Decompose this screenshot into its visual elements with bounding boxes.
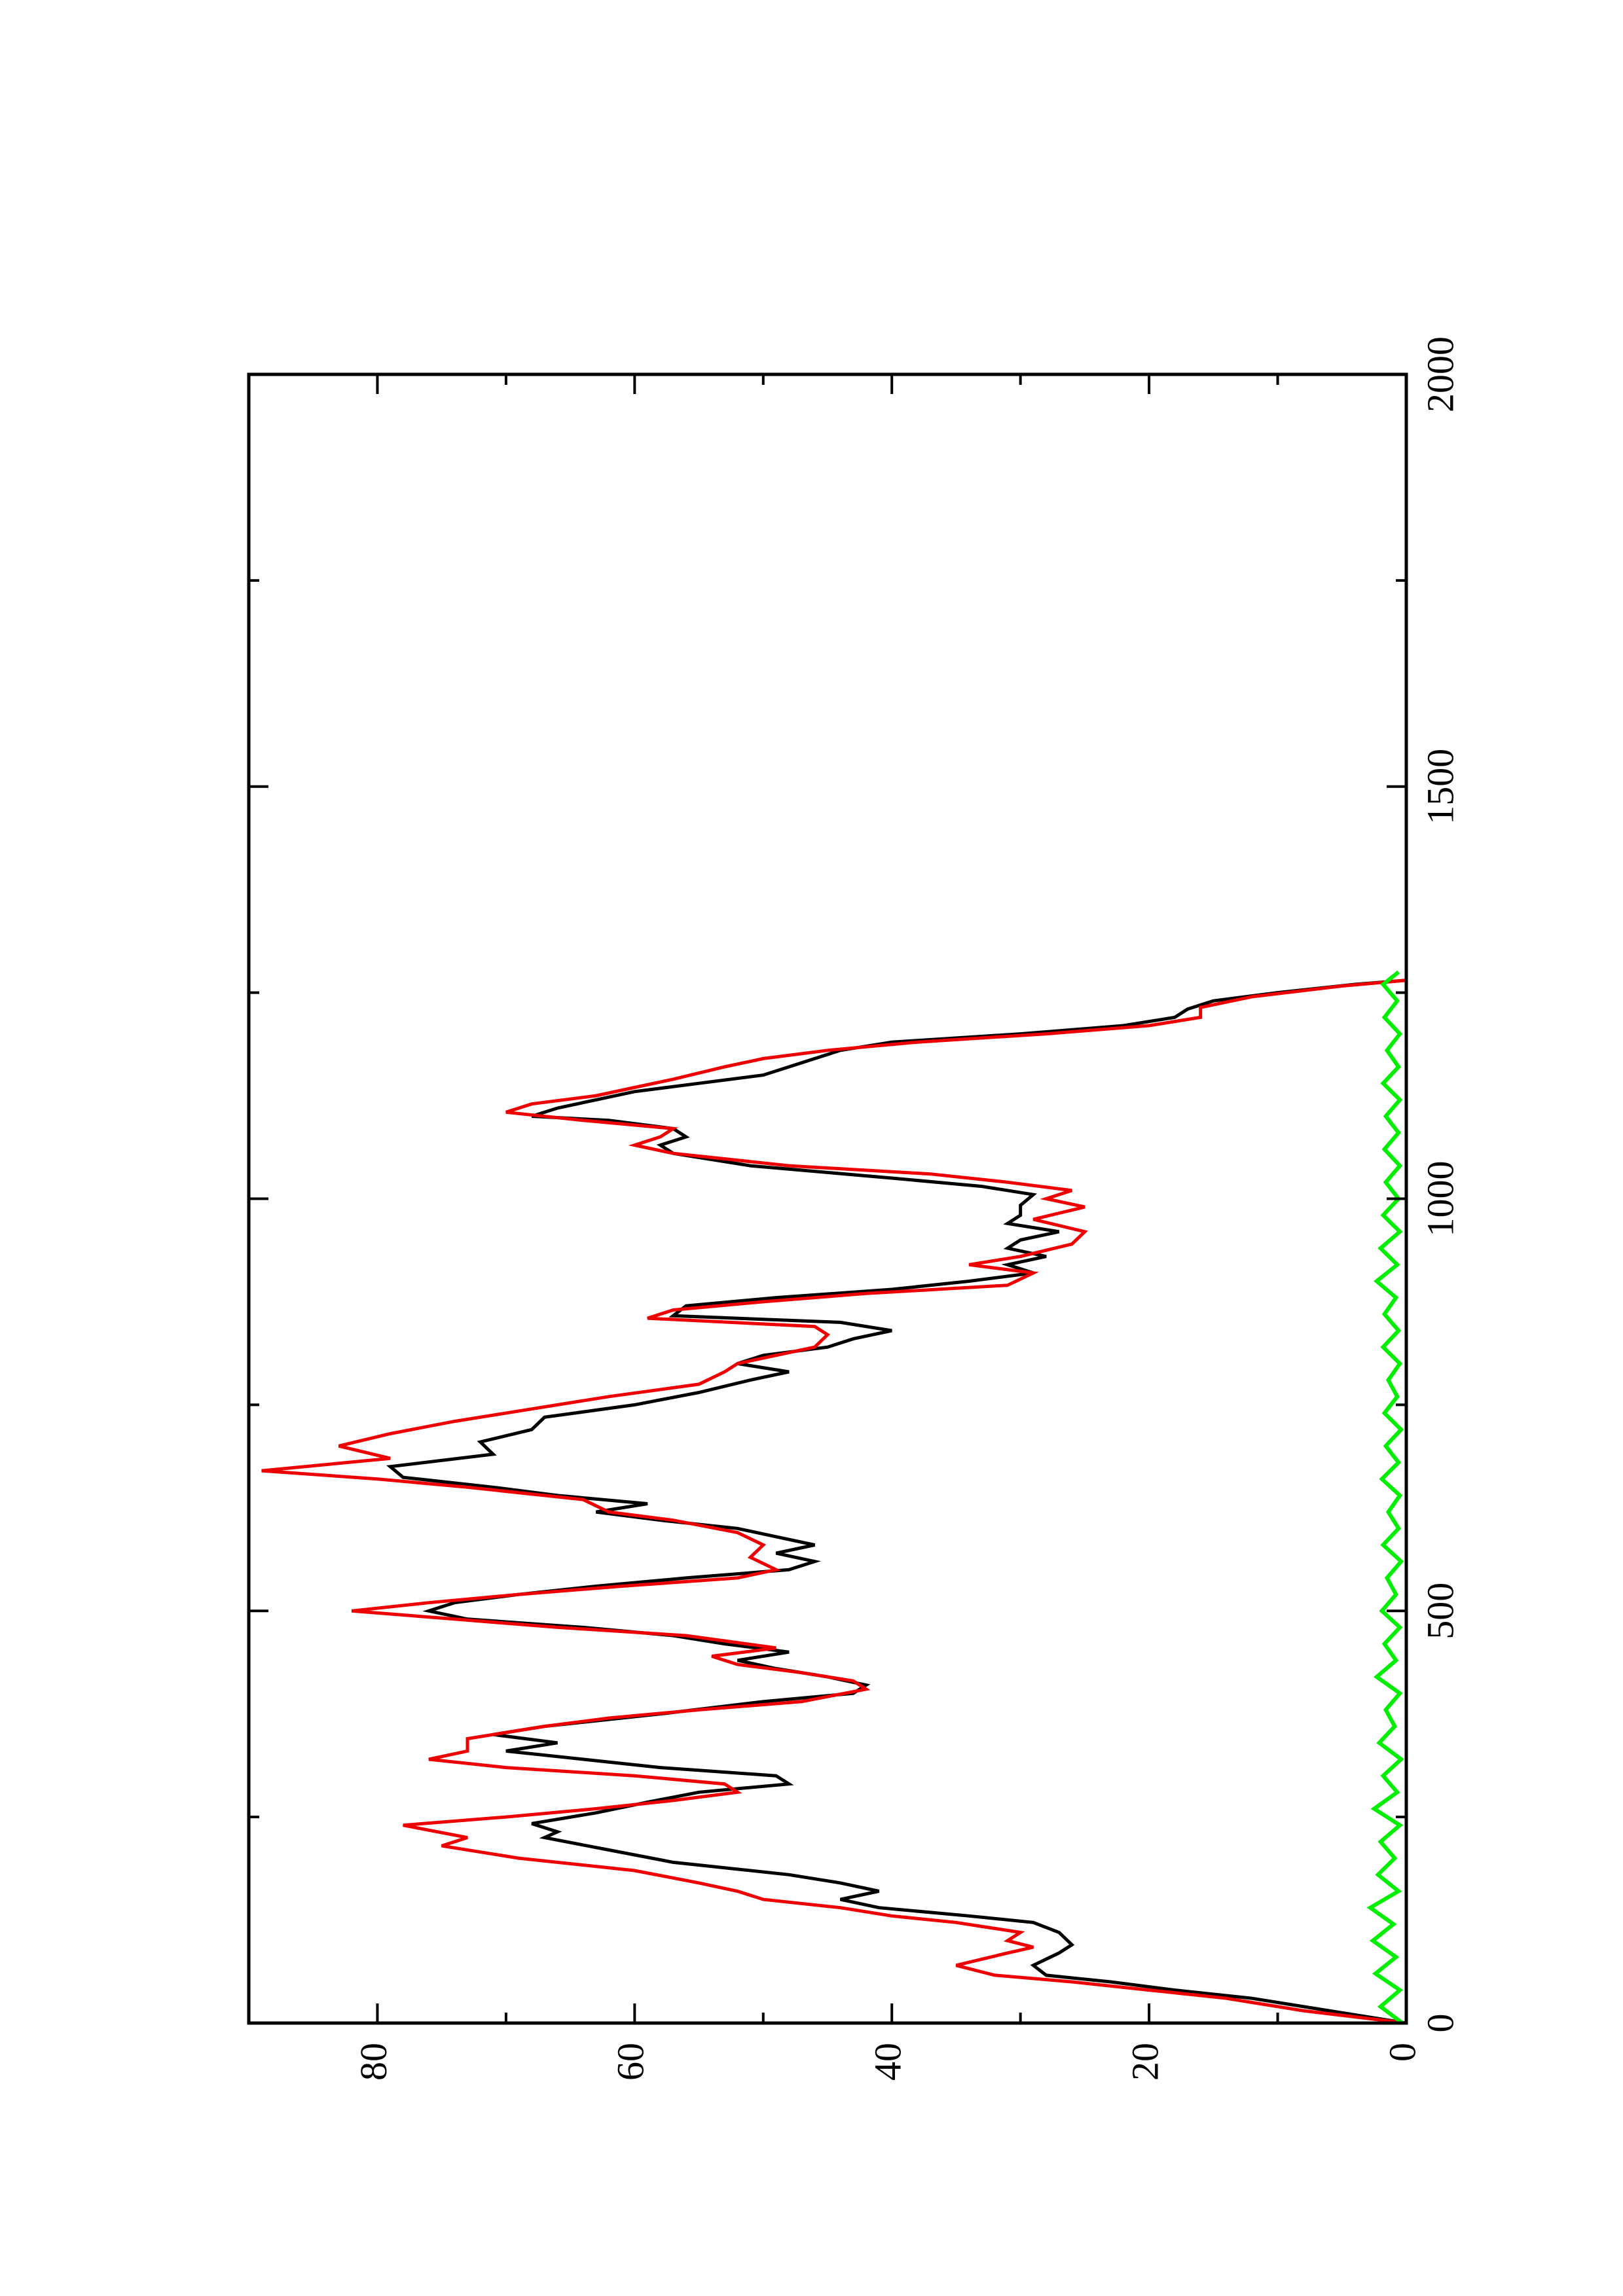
x-tick-label: 1000 [1419,1161,1461,1237]
series-green-line [1366,970,1404,2025]
y-tick-label: 60 [610,2043,652,2081]
tick-layer [249,373,1408,2024]
x-tick-label: 2000 [1419,336,1461,412]
y-tick-label: 40 [867,2043,909,2081]
x-tick-label: 0 [1419,2014,1461,2033]
series-layer [261,970,1407,2025]
y-tick-label: 80 [352,2043,395,2081]
label-layer: 0 500 1000 1500 2000 0 20 40 60 80 [352,336,1462,2081]
x-tick-label: 500 [1419,1583,1461,1640]
series-black-line [386,978,1407,2025]
x-tick-label: 1500 [1419,749,1461,825]
series-red-line [261,978,1407,2025]
y-tick-label: 0 [1381,2043,1423,2062]
y-tick-label: 20 [1123,2043,1166,2081]
plot-frame [247,372,1408,2025]
